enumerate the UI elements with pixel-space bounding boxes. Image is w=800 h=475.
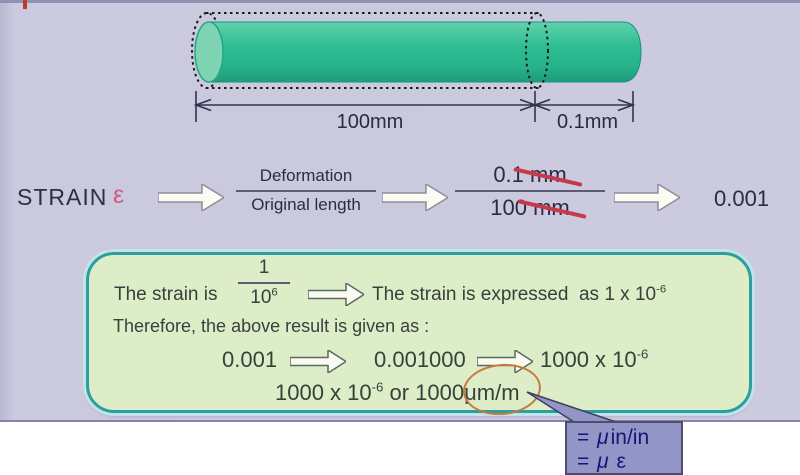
callout-box: = μin/in = μ ε: [565, 421, 683, 475]
strained-rod-diagram: [191, 12, 642, 122]
fraction-denominator: Original length: [251, 195, 361, 214]
value-0001: 0.001: [222, 347, 278, 372]
value-exponent: -6: [636, 346, 649, 362]
result-exponent: -6: [656, 283, 667, 296]
rod-cylinder-body: [208, 21, 642, 83]
equals-sign: =: [577, 450, 590, 473]
value-base: 1000 x 10: [540, 347, 637, 372]
explanation-line1-label: The strain is: [114, 284, 218, 305]
line4-mid: or 1000: [383, 380, 465, 405]
dimension-label-original-length: 100mm: [336, 111, 404, 133]
original-end-dotted-ellipse: [525, 12, 549, 89]
value-1000e-6: 1000 x 10-6: [540, 347, 648, 373]
dimension-lines: [193, 91, 636, 122]
strain-result-value: 0.001: [714, 186, 770, 211]
block-arrow-icon: [477, 350, 533, 373]
unit-text: in/in: [610, 426, 650, 449]
mu-symbol: μ: [597, 450, 609, 473]
slide-edge-mark: [23, 0, 27, 9]
block-arrow-icon: [382, 184, 448, 211]
micro-unit-text: μm/m: [464, 380, 520, 405]
denominator-exponent: 6: [271, 286, 278, 299]
block-arrow-icon: [290, 350, 346, 373]
epsilon-text: ε: [616, 450, 626, 473]
explanation-line2: Therefore, the above result is given as …: [113, 316, 430, 336]
fraction-denominator: 106: [238, 287, 290, 309]
block-arrow-icon: [614, 184, 680, 211]
strain-title: STRAIN: [17, 184, 108, 210]
result-base: The strain is expressed as 1 x 10: [372, 284, 657, 305]
one-over-million-fraction: 1 106: [238, 257, 290, 309]
fraction-numerator: 1: [258, 257, 270, 278]
block-arrow-icon: [308, 283, 364, 306]
denominator-base: 10: [250, 287, 272, 308]
rod-end-face: [194, 21, 224, 83]
fraction-numerator: Deformation: [259, 166, 353, 185]
numerator-value: 0.1: [493, 162, 531, 187]
callout-pointer: [526, 391, 617, 423]
callout-equation-1: = μin/in: [577, 426, 649, 450]
line4-base: 1000 x 10: [275, 380, 372, 405]
explanation-line1-result: The strain is expressed as 1 x 10-6: [372, 284, 666, 306]
strain-definition-fraction: Deformation Original length: [236, 166, 376, 215]
fraction-denominator: 100 mm: [455, 195, 605, 221]
dimension-label-extension: 0.1mm: [556, 111, 619, 133]
mu-symbol: μ: [597, 426, 609, 449]
line4-exponent: -6: [371, 379, 384, 395]
block-arrow-icon: [158, 184, 224, 211]
fraction-bar: [236, 190, 376, 192]
fraction-bar: [455, 190, 605, 192]
denominator-value: 100: [490, 195, 534, 220]
equals-sign: =: [577, 426, 590, 449]
fraction-bar: [238, 282, 290, 284]
explanation-line4: 1000 x 10-6 or 1000μm/m: [275, 380, 520, 406]
explanation-box: [86, 252, 752, 413]
epsilon-symbol: ε: [113, 181, 125, 209]
callout-equation-2: = μ ε: [577, 450, 626, 474]
value-0001000: 0.001000: [374, 347, 466, 372]
